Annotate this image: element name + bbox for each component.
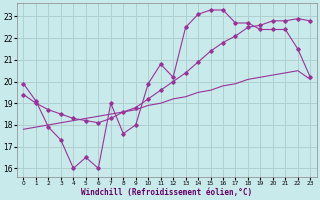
X-axis label: Windchill (Refroidissement éolien,°C): Windchill (Refroidissement éolien,°C) — [81, 188, 252, 197]
